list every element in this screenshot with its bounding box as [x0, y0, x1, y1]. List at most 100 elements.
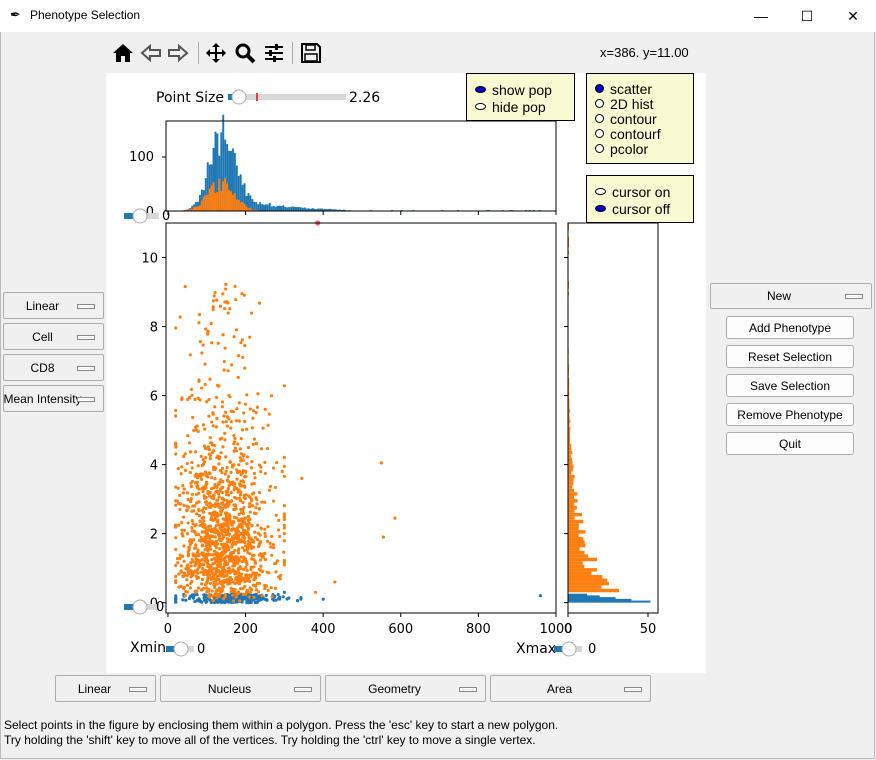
radio-indicator[interactable]	[475, 86, 486, 93]
radio-contourf[interactable]: contourf	[587, 125, 693, 142]
scatter-point	[257, 507, 261, 511]
scatter-point	[259, 465, 263, 469]
radio-label: contourf	[610, 125, 661, 142]
xmax-slider-handle[interactable]	[561, 641, 577, 657]
scatter-point	[244, 565, 248, 570]
scatter-point	[241, 454, 245, 458]
scatter-point	[200, 544, 204, 548]
scatter-point	[223, 307, 227, 311]
scatter-plot[interactable]	[174, 220, 543, 605]
left-top-slider-handle[interactable]	[132, 208, 148, 224]
scatter-point	[219, 571, 224, 575]
maximize-button[interactable]: ☐	[800, 7, 814, 24]
quit-button[interactable]: Quit	[726, 432, 854, 455]
scatter-point	[179, 569, 183, 573]
close-button[interactable]: ✕	[847, 7, 859, 24]
radio-indicator[interactable]	[475, 103, 486, 110]
radio-cursor-on[interactable]: cursor on	[587, 184, 693, 200]
home-icon[interactable]	[110, 40, 136, 66]
scatter-point	[208, 456, 213, 461]
scatter-point	[182, 487, 186, 491]
reset-selection-button[interactable]: Reset Selection	[726, 345, 854, 368]
histogram-bar	[568, 595, 600, 598]
scatter-point	[263, 407, 267, 411]
phenotype-dropdown[interactable]: New	[710, 283, 872, 309]
scatter-point	[261, 552, 266, 556]
radio-indicator[interactable]	[595, 99, 604, 108]
scatter-point	[187, 548, 191, 552]
scatter-point	[199, 454, 203, 458]
scatter-point	[222, 562, 226, 566]
x-measure-dropdown[interactable]: Area	[490, 675, 651, 702]
scatter-point	[211, 308, 215, 312]
y-measure-dropdown[interactable]: Mean Intensity	[3, 385, 104, 412]
scatter-point	[190, 526, 194, 530]
left-bottom-slider-handle[interactable]	[132, 599, 148, 615]
scatter-point	[207, 494, 212, 498]
xmin-slider-handle[interactable]	[173, 641, 189, 657]
zoom-icon[interactable]	[232, 40, 258, 66]
scatter-point	[260, 555, 264, 559]
radio-indicator[interactable]	[595, 114, 604, 123]
histogram-bar	[239, 174, 242, 211]
radio-show-pop[interactable]: show pop	[467, 82, 574, 98]
configure-icon[interactable]	[261, 40, 287, 66]
scatter-point	[257, 490, 262, 495]
scatter-point	[195, 480, 199, 484]
radio-hide-pop[interactable]: hide pop	[467, 99, 574, 115]
scatter-point	[217, 492, 221, 496]
radio-contour[interactable]: contour	[587, 111, 693, 127]
histogram-bar	[220, 132, 223, 211]
scatter-point	[206, 525, 210, 529]
y-marker-dropdown[interactable]: CD8	[3, 354, 104, 381]
histogram-bar	[328, 208, 331, 211]
point-size-handle[interactable]	[231, 89, 247, 105]
figure-canvas[interactable]: Point Size 2.26 100 0 0 0 2 4 6 8 10 0 200 400 6…	[106, 73, 706, 673]
scatter-point	[229, 420, 233, 424]
move-icon[interactable]	[203, 40, 229, 66]
radio-label: cursor off	[612, 200, 671, 217]
remove-phenotype-button[interactable]: Remove Phenotype	[726, 403, 854, 426]
scatter-point	[239, 459, 243, 463]
radio-indicator[interactable]	[595, 144, 604, 153]
histogram-bar	[249, 195, 252, 211]
x-compartment-dropdown[interactable]: Nucleus	[160, 675, 321, 702]
scatter-point	[203, 446, 208, 451]
save-icon[interactable]	[298, 40, 324, 66]
scatter-point	[222, 359, 226, 364]
radio-indicator[interactable]	[595, 129, 604, 138]
save-selection-button[interactable]: Save Selection	[726, 374, 854, 397]
scatter-point	[211, 577, 215, 581]
y-compartment-dropdown[interactable]: Cell	[3, 323, 104, 350]
radio-indicator[interactable]	[595, 205, 606, 212]
forward-icon[interactable]	[165, 40, 191, 66]
scatter-point	[239, 538, 244, 543]
histogram-bar	[208, 164, 211, 211]
scatter-point	[224, 410, 228, 414]
scatter-point	[270, 553, 274, 557]
scatter-point	[204, 500, 208, 504]
scatter-point	[208, 377, 212, 381]
radio-pcolor[interactable]: pcolor	[587, 141, 693, 157]
radio-indicator[interactable]	[595, 188, 606, 195]
scatter-point	[201, 458, 205, 462]
radio-scatter[interactable]: scatter	[587, 81, 693, 97]
y-scale-dropdown[interactable]: Linear	[3, 292, 104, 319]
x-scale-dropdown[interactable]: Linear	[55, 675, 156, 702]
scatter-point	[197, 508, 201, 512]
radio-cursor-off[interactable]: cursor off	[587, 200, 693, 217]
minimize-button[interactable]: —	[754, 8, 768, 24]
back-icon[interactable]	[138, 40, 164, 66]
histogram-bar	[568, 499, 578, 503]
radio-indicator[interactable]	[595, 84, 604, 93]
x-marker-dropdown[interactable]: Geometry	[325, 675, 486, 702]
scatter-point	[263, 557, 268, 562]
radio-2d-hist[interactable]: 2D hist	[587, 96, 693, 112]
add-phenotype-button[interactable]: Add Phenotype	[726, 316, 854, 339]
scatter-point	[205, 400, 209, 404]
scatter-point	[226, 527, 231, 531]
scatter-point	[215, 582, 219, 586]
scatter-point	[233, 559, 238, 563]
point-size-track[interactable]	[228, 94, 346, 100]
scatter-point	[228, 554, 232, 558]
